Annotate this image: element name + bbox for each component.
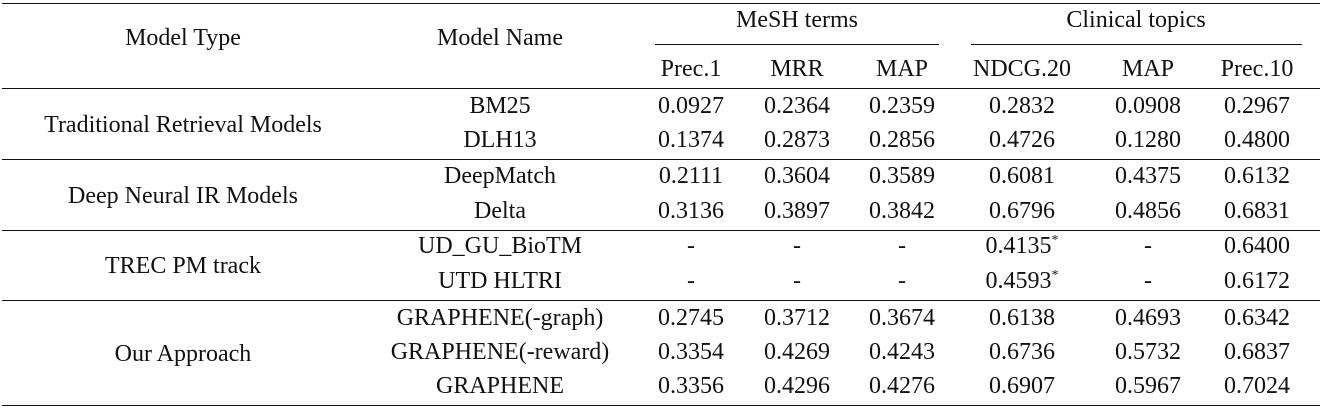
metric-value-cell: 0.4856	[1115, 198, 1181, 224]
metric-value-cell: 0.6831	[1224, 198, 1290, 224]
metric-value-cell: 0.4375	[1115, 163, 1181, 189]
metric-value-cell: 0.6400	[1224, 233, 1290, 259]
model-type-cell: Our Approach	[114, 341, 252, 367]
metric-value-cell: 0.4269	[764, 339, 830, 365]
metric-value-cell: 0.2111	[658, 163, 724, 189]
header-metric: Prec.1	[660, 56, 722, 82]
metric-value-cell: 0.0908	[1115, 93, 1181, 119]
header-group-mesh: MeSH terms	[736, 7, 858, 33]
metric-value-cell: 0.6081	[989, 163, 1055, 189]
metric-value-cell: 0.3897	[764, 198, 830, 224]
metric-value-cell: -	[687, 233, 695, 259]
metric-value-cell: 0.4593*	[985, 268, 1059, 294]
model-name-cell: BM25	[469, 93, 531, 119]
metric-value-cell: 0.0927	[658, 93, 724, 119]
header-metric: Prec.10	[1220, 56, 1294, 82]
model-type-cell: Traditional Retrieval Models	[44, 112, 322, 138]
metric-value-cell: 0.4693	[1115, 305, 1181, 331]
metric-value-cell: 0.6138	[989, 305, 1055, 331]
metric-value-cell: 0.3136	[658, 198, 724, 224]
metric-value-cell: 0.1374	[658, 127, 724, 153]
group-separator-rule	[2, 300, 1320, 301]
metric-value-cell: 0.2359	[869, 93, 935, 119]
metric-value-cell: -	[898, 268, 906, 294]
clinical-group-underline	[971, 44, 1302, 45]
metric-value-cell: 0.4243	[869, 339, 935, 365]
header-metric: NDCG.20	[972, 56, 1072, 82]
header-model-name: Model Name	[437, 25, 563, 51]
metric-value-cell: -	[1144, 233, 1152, 259]
metric-value-cell: 0.2364	[764, 93, 830, 119]
metric-value-cell: 0.3589	[869, 163, 935, 189]
metric-value-cell: 0.4296	[764, 373, 830, 399]
header-metric: MAP	[1121, 56, 1175, 82]
metric-value-cell: -	[793, 233, 801, 259]
header-bottom-rule	[2, 88, 1320, 89]
metric-value-cell: 0.2745	[658, 305, 724, 331]
model-name-cell: DeepMatch	[444, 163, 556, 189]
metric-value-cell: -	[687, 268, 695, 294]
metric-value-cell: 0.3842	[869, 198, 935, 224]
metric-value-cell: 0.3356	[658, 373, 724, 399]
metric-value-cell: 0.4726	[989, 127, 1055, 153]
top-rule	[2, 3, 1320, 4]
model-name-cell: DLH13	[463, 127, 537, 153]
metric-value-cell: 0.5732	[1115, 339, 1181, 365]
model-type-cell: Deep Neural IR Models	[68, 182, 298, 209]
group-separator-rule	[2, 159, 1320, 160]
metric-value-cell: 0.4135*	[985, 233, 1059, 259]
metric-value-cell: 0.2873	[764, 127, 830, 153]
header-model-type: Model Type	[125, 25, 241, 51]
metric-value-cell: 0.3354	[658, 339, 724, 365]
group-separator-rule	[2, 230, 1320, 231]
header-group-clinical: Clinical topics	[1066, 7, 1206, 33]
header-metric: MRR	[770, 56, 824, 82]
metric-value-cell: -	[793, 268, 801, 294]
metric-value-cell: 0.6132	[1224, 163, 1290, 189]
metric-value-cell: 0.6907	[989, 373, 1055, 399]
metric-value-cell: -	[898, 233, 906, 259]
metric-value-cell: 0.4800	[1224, 127, 1290, 153]
metric-value-cell: 0.6736	[989, 339, 1055, 365]
metric-value-cell: 0.7024	[1224, 373, 1290, 399]
model-name-cell: GRAPHENE(-graph)	[396, 305, 604, 331]
metric-value-cell: 0.1280	[1115, 127, 1181, 153]
metric-value-cell: 0.2967	[1224, 93, 1290, 119]
mesh-group-underline	[655, 44, 939, 45]
model-name-cell: UTD HLTRI	[438, 268, 562, 294]
metric-value-cell: 0.4276	[869, 373, 935, 399]
model-name-cell: GRAPHENE	[435, 373, 565, 399]
header-metric: MAP	[875, 56, 929, 82]
metric-value-cell: 0.3674	[869, 305, 935, 331]
metric-value-cell: 0.3604	[764, 163, 830, 189]
model-name-cell: UD_GU_BioTM	[417, 233, 583, 259]
model-name-cell: GRAPHENE(-reward)	[390, 339, 610, 365]
model-name-cell: Delta	[474, 198, 526, 224]
metric-value-cell: 0.6342	[1224, 305, 1290, 331]
metric-value-cell: 0.6172	[1224, 268, 1290, 294]
metric-value-cell: 0.2832	[989, 93, 1055, 119]
metric-value-cell: 0.5967	[1115, 373, 1181, 399]
metric-value-cell: 0.2856	[869, 127, 935, 153]
metric-value-cell: 0.6837	[1224, 339, 1290, 365]
metric-value-cell: 0.3712	[764, 305, 830, 331]
metric-value-cell: 0.6796	[989, 198, 1055, 224]
metric-value-cell: -	[1144, 268, 1152, 294]
model-type-cell: TREC PM track	[105, 252, 261, 279]
bottom-rule	[2, 405, 1320, 406]
